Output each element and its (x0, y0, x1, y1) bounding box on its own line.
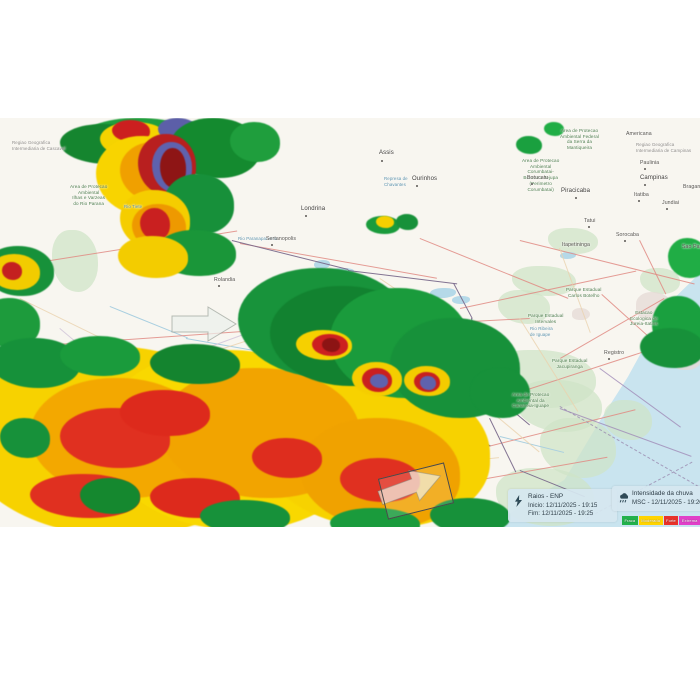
city-marker (624, 240, 627, 243)
lightning-legend-panel[interactable]: Raios - ENP Inicio: 12/11/2025 - 19:15 F… (508, 489, 617, 523)
rain-legend-title: Intensidade da chuva (632, 490, 693, 497)
rain-intensity-legend-panel[interactable]: Intensidade da chuva MSC - 12/11/2025 - … (612, 486, 700, 511)
city-marker (588, 226, 591, 229)
city-marker (531, 183, 534, 186)
storm-motion-arrow-north[interactable] (170, 304, 240, 344)
city-marker (381, 160, 384, 163)
reservoir (314, 260, 330, 269)
map-viewport[interactable]: Regiao Geografica Intermediaria de Casca… (0, 118, 700, 527)
urban-area (572, 308, 590, 320)
scale-segment-2[interactable]: Forte (663, 516, 679, 525)
protected-area-polygon (52, 230, 98, 292)
city-marker (644, 184, 647, 187)
city-marker (575, 197, 578, 200)
protected-area-polygon (604, 400, 652, 440)
city-marker (638, 200, 641, 203)
city-marker (644, 168, 647, 171)
lightning-legend-start: Inicio: 12/11/2025 - 19:15 (528, 501, 598, 509)
lightning-bolt-icon (513, 494, 524, 507)
reservoir (560, 252, 576, 259)
city-marker (416, 185, 419, 188)
lightning-legend-title: Raios - ENP (528, 493, 564, 500)
scale-segment-0[interactable]: Fraca (622, 516, 638, 525)
rain-intensity-color-scale[interactable]: Fraca Moderada Forte Extrema (622, 516, 700, 525)
rain-intensity-icon (617, 491, 628, 504)
scale-segment-3[interactable]: Extrema (679, 516, 700, 525)
city-marker (271, 244, 274, 247)
rain-legend-subtitle: MSC - 12/11/2025 - 19:20 (632, 498, 700, 506)
city-marker (666, 208, 669, 211)
city-marker (608, 358, 611, 361)
scale-segment-1[interactable]: Moderada (638, 516, 663, 525)
urban-area (672, 344, 700, 370)
urban-area (636, 292, 672, 320)
lightning-legend-end: Fim: 12/11/2025 - 19:25 (528, 510, 594, 517)
city-marker (305, 215, 308, 218)
storm-motion-arrow-central[interactable] (374, 464, 446, 508)
city-marker (218, 285, 221, 288)
